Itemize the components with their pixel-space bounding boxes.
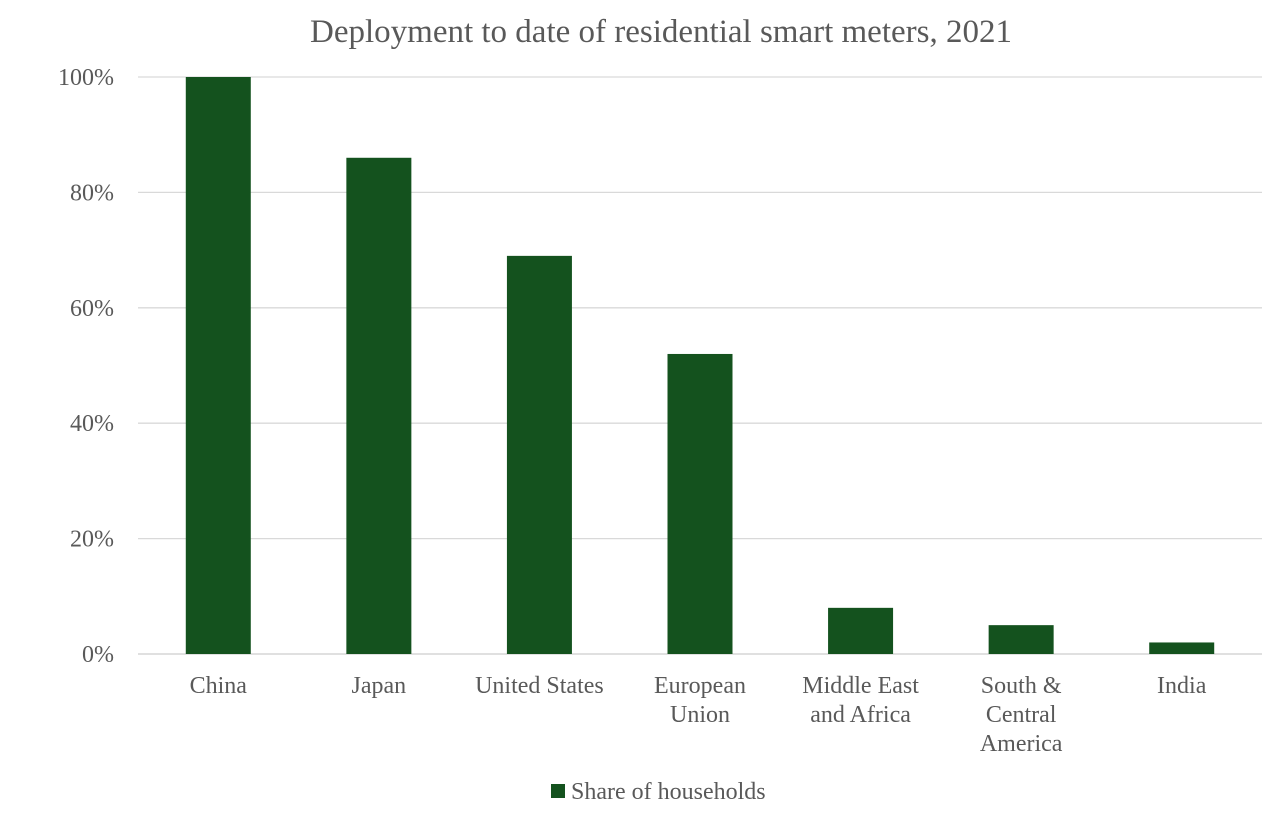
x-tick-label: Central bbox=[986, 702, 1057, 728]
legend-swatch bbox=[551, 784, 565, 798]
bar bbox=[346, 157, 412, 654]
y-tick-label: 100% bbox=[58, 65, 114, 91]
y-tick-label: 20% bbox=[70, 527, 114, 553]
bars bbox=[185, 77, 1215, 654]
legend-label: Share of households bbox=[571, 779, 766, 805]
bar bbox=[667, 353, 733, 654]
x-tick-label: European bbox=[654, 673, 746, 699]
x-tick-label: America bbox=[980, 731, 1063, 757]
x-tick-label: and Africa bbox=[810, 702, 911, 728]
x-axis-tick-labels: China Japan United States European Union Midd… bbox=[190, 673, 1207, 757]
x-tick-label: South & bbox=[981, 673, 1062, 699]
y-tick-label: 0% bbox=[82, 642, 114, 668]
bar bbox=[1149, 642, 1215, 654]
bar bbox=[185, 77, 251, 654]
legend: Share of households bbox=[551, 779, 766, 805]
chart-title: Deployment to date of residential smart … bbox=[310, 14, 1012, 50]
x-tick-label: China bbox=[190, 673, 248, 699]
x-tick-label: Middle East bbox=[802, 673, 919, 699]
y-tick-label: 80% bbox=[70, 180, 114, 206]
y-tick-label: 40% bbox=[70, 411, 114, 437]
x-tick-label: Union bbox=[670, 702, 730, 728]
bar bbox=[506, 255, 572, 654]
bar bbox=[988, 625, 1054, 654]
x-tick-label: United States bbox=[475, 673, 604, 699]
y-axis-tick-labels: 0% 20% 40% 60% 80% 100% bbox=[58, 65, 114, 668]
x-tick-label: Japan bbox=[352, 673, 407, 699]
bar bbox=[828, 607, 894, 654]
y-tick-label: 60% bbox=[70, 296, 114, 322]
x-tick-label: India bbox=[1157, 673, 1207, 699]
